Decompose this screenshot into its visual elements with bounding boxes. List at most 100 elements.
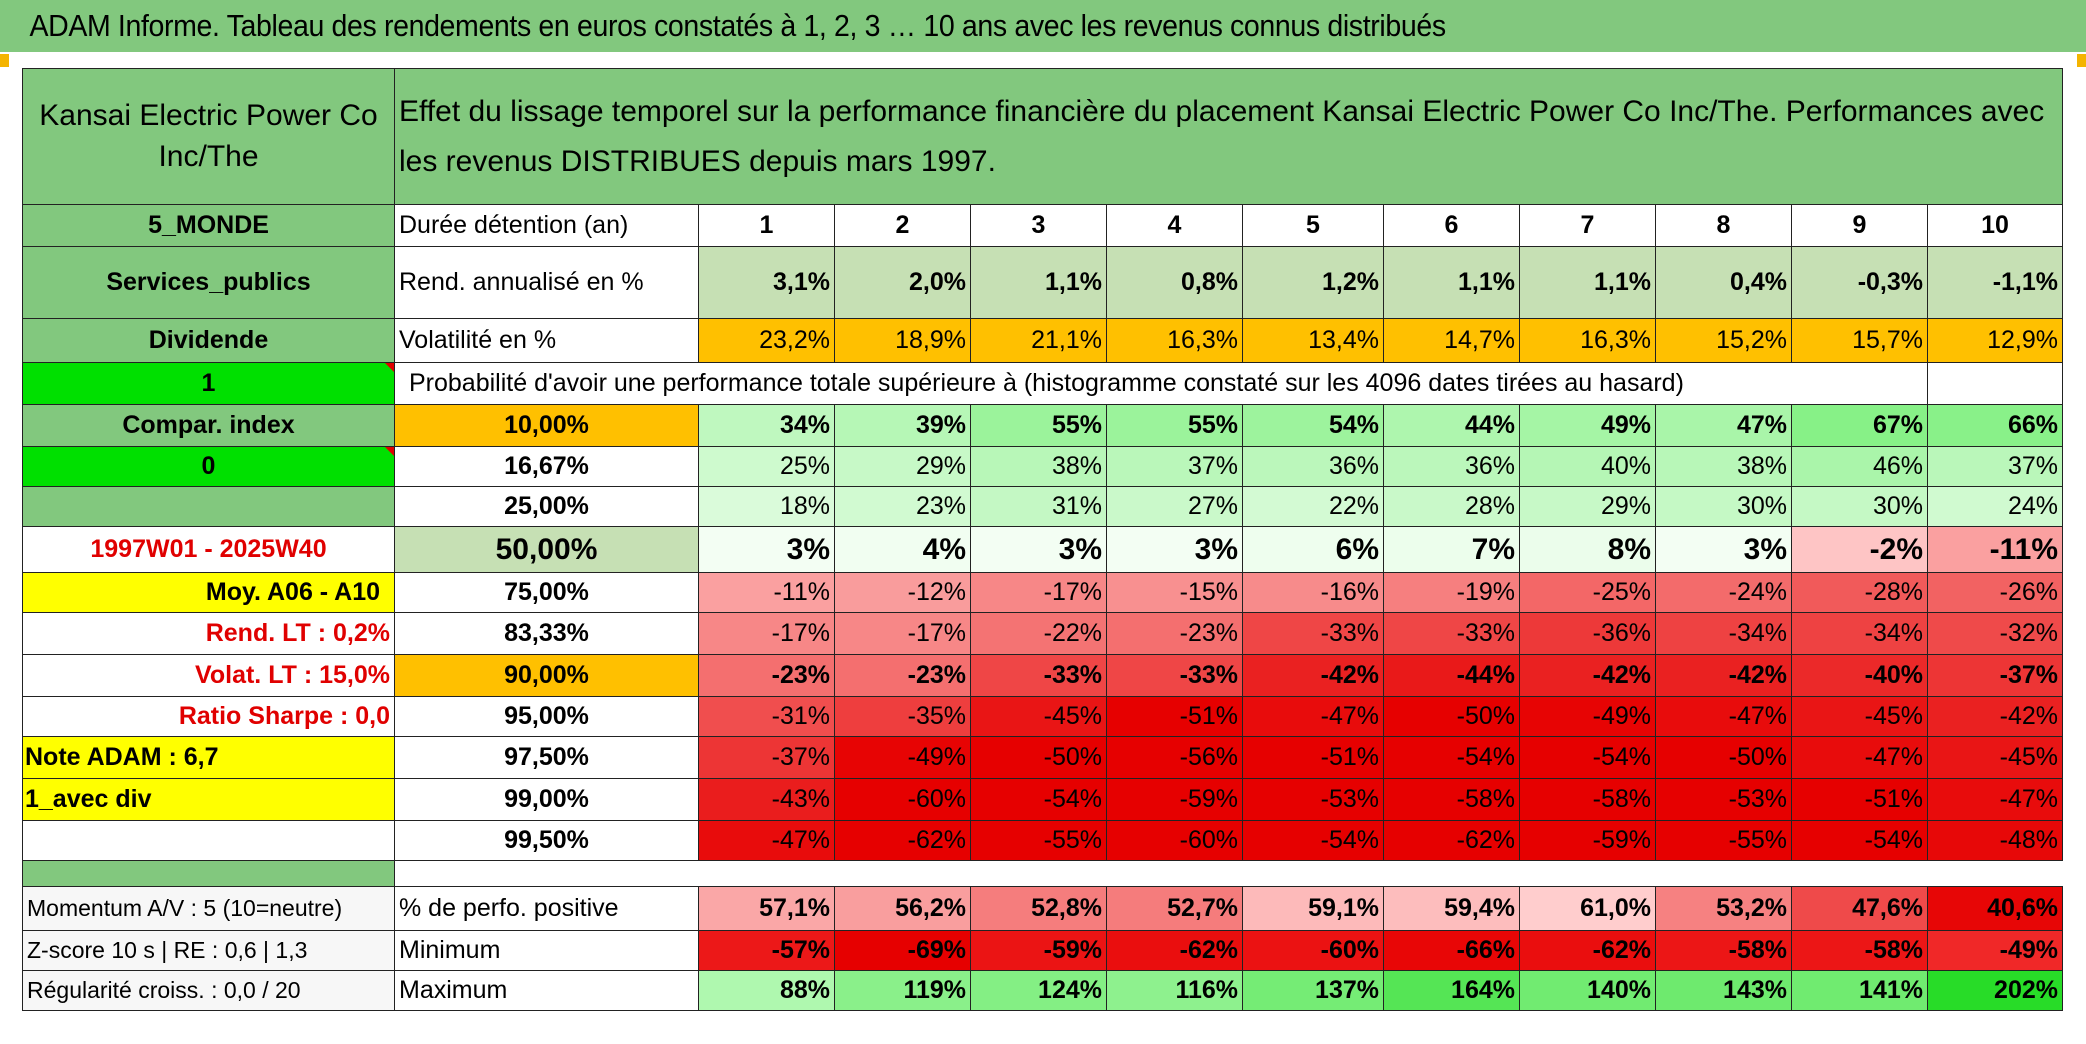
positive-performance-value: 56,2% xyxy=(834,886,971,931)
probability-value: -28% xyxy=(1791,572,1928,613)
positive-performance-value: 61,0% xyxy=(1519,886,1656,931)
positive-performance-value: 52,8% xyxy=(970,886,1107,931)
probability-value: -42% xyxy=(1655,654,1792,697)
probability-value: -17% xyxy=(698,612,835,655)
volatility-value: 15,2% xyxy=(1655,318,1792,363)
probability-value: 23% xyxy=(834,486,971,527)
probability-value: 30% xyxy=(1791,486,1928,527)
probability-value: 39% xyxy=(834,404,971,447)
probability-value: -60% xyxy=(834,778,971,821)
positive-performance-label: % de perfo. positive xyxy=(394,886,699,931)
annual-return-value: 1,1% xyxy=(970,246,1107,319)
year-header: 2 xyxy=(834,204,971,247)
probability-value: -42% xyxy=(1519,654,1656,697)
adam-note: Note ADAM : 6,7 xyxy=(22,736,395,779)
minimum-value: -62% xyxy=(1519,930,1656,971)
average-label: Moy. A06 - A10 xyxy=(22,572,395,613)
probability-value: 18% xyxy=(698,486,835,527)
maximum-value: 143% xyxy=(1655,970,1792,1011)
probability-value: 49% xyxy=(1519,404,1656,447)
probability-value: 3% xyxy=(1655,526,1792,573)
year-header: 7 xyxy=(1519,204,1656,247)
year-header: 1 xyxy=(698,204,835,247)
probability-value: -59% xyxy=(1519,820,1656,861)
minimum-value: -66% xyxy=(1383,930,1520,971)
duration-label: Durée détention (an) xyxy=(394,204,699,247)
probability-value: -42% xyxy=(1242,654,1384,697)
probability-value: -11% xyxy=(698,572,835,613)
year-header: 3 xyxy=(970,204,1107,247)
positive-performance-value: 52,7% xyxy=(1106,886,1243,931)
probability-value: -59% xyxy=(1106,778,1243,821)
probability-value: -47% xyxy=(698,820,835,861)
volatility-value: 16,3% xyxy=(1106,318,1243,363)
volatility-value: 16,3% xyxy=(1519,318,1656,363)
volatility-value: 14,7% xyxy=(1383,318,1520,363)
maximum-label: Maximum xyxy=(394,970,699,1011)
probability-value: -54% xyxy=(1791,820,1928,861)
probability-threshold: 99,00% xyxy=(394,778,699,821)
year-header: 9 xyxy=(1791,204,1928,247)
flag-zero: 0 xyxy=(22,446,395,487)
probability-value: -2% xyxy=(1791,526,1928,573)
probability-value: -44% xyxy=(1383,654,1520,697)
probability-value: 38% xyxy=(970,446,1107,487)
probability-value: -54% xyxy=(970,778,1107,821)
probability-value: 67% xyxy=(1791,404,1928,447)
probability-value: -60% xyxy=(1106,820,1243,861)
probability-value: -15% xyxy=(1106,572,1243,613)
positive-performance-value: 59,4% xyxy=(1383,886,1520,931)
probability-value: 3% xyxy=(970,526,1107,573)
probability-value: 25% xyxy=(698,446,835,487)
year-header: 4 xyxy=(1106,204,1243,247)
year-header: 8 xyxy=(1655,204,1792,247)
minimum-value: -59% xyxy=(970,930,1107,971)
probability-value: -51% xyxy=(1106,696,1243,737)
probability-value: -45% xyxy=(1927,736,2063,779)
annual-return-value: -1,1% xyxy=(1927,246,2063,319)
probability-value: -47% xyxy=(1242,696,1384,737)
maximum-value: 164% xyxy=(1383,970,1520,1011)
probability-value: -50% xyxy=(1655,736,1792,779)
probability-threshold: 99,50% xyxy=(394,820,699,861)
marker-left xyxy=(0,54,9,67)
probability-value: -54% xyxy=(1383,736,1520,779)
probability-value: -54% xyxy=(1242,820,1384,861)
probability-value: 31% xyxy=(970,486,1107,527)
probability-value: -47% xyxy=(1927,778,2063,821)
probability-value: -47% xyxy=(1655,696,1792,737)
probability-value: -25% xyxy=(1519,572,1656,613)
annual-return-value: 2,0% xyxy=(834,246,971,319)
probability-threshold: 10,00% xyxy=(394,404,699,447)
probability-threshold: 95,00% xyxy=(394,696,699,737)
probability-value: -51% xyxy=(1791,778,1928,821)
maximum-value: 141% xyxy=(1791,970,1928,1011)
empty-cell xyxy=(22,820,395,861)
year-header: 10 xyxy=(1927,204,2063,247)
probability-value: 55% xyxy=(970,404,1107,447)
probability-value: 4% xyxy=(834,526,971,573)
probability-value: 66% xyxy=(1927,404,2063,447)
annual-return-value: 1,1% xyxy=(1519,246,1656,319)
annual-return-label: Rend. annualisé en % xyxy=(394,246,699,319)
minimum-value: -62% xyxy=(1106,930,1243,971)
maximum-value: 137% xyxy=(1242,970,1384,1011)
probability-value: 54% xyxy=(1242,404,1384,447)
probability-value: -54% xyxy=(1519,736,1656,779)
probability-value: -37% xyxy=(1927,654,2063,697)
probability-value: 28% xyxy=(1383,486,1520,527)
probability-value: -58% xyxy=(1383,778,1520,821)
probability-value: -17% xyxy=(834,612,971,655)
probability-value: -32% xyxy=(1927,612,2063,655)
probability-value: -56% xyxy=(1106,736,1243,779)
probability-value: 37% xyxy=(1106,446,1243,487)
probability-value: 3% xyxy=(698,526,835,573)
probability-value: -34% xyxy=(1791,612,1928,655)
spacer-green xyxy=(22,860,395,887)
probability-threshold: 90,00% xyxy=(394,654,699,697)
probability-value: 29% xyxy=(1519,486,1656,527)
probability-value: 55% xyxy=(1106,404,1243,447)
probability-value: -45% xyxy=(970,696,1107,737)
volatility-value: 23,2% xyxy=(698,318,835,363)
compar-index-label: Compar. index xyxy=(22,404,395,447)
